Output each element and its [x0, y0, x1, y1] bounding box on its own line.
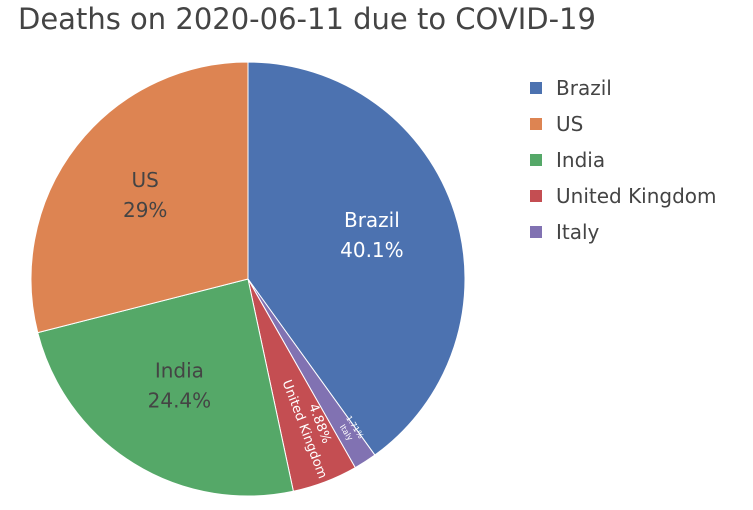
legend-label-united-kingdom: United Kingdom — [556, 184, 717, 208]
pie-slice-us[interactable] — [30, 61, 249, 334]
legend-swatch-india — [530, 154, 542, 166]
legend-swatch-united-kingdom — [530, 190, 542, 202]
legend-item-us[interactable]: US — [530, 106, 717, 142]
legend-item-united-kingdom[interactable]: United Kingdom — [530, 178, 717, 214]
legend-item-brazil[interactable]: Brazil — [530, 70, 717, 106]
slice-label-brazil: Brazil 40.1% — [340, 208, 404, 262]
legend-swatch-italy — [530, 226, 542, 238]
legend-item-india[interactable]: India — [530, 142, 717, 178]
slice-label-india: India 24.4% — [148, 359, 212, 413]
legend-label-india: India — [556, 148, 606, 172]
pie-slice-brazil[interactable] — [247, 61, 466, 456]
legend-swatch-brazil — [530, 82, 542, 94]
slice-label-name: Brazil — [344, 208, 400, 232]
legend-label-italy: Italy — [556, 220, 600, 244]
slice-label-name: India — [155, 359, 204, 383]
slice-label-percent: 29% — [123, 198, 167, 222]
slice-label-name: US — [132, 168, 159, 192]
pie-slice-india[interactable] — [37, 278, 294, 497]
legend-swatch-us — [530, 118, 542, 130]
slice-label-us: US 29% — [123, 168, 167, 222]
legend-item-italy[interactable]: Italy — [530, 214, 717, 250]
chart-title: Deaths on 2020-06-11 due to COVID-19 — [18, 2, 596, 36]
legend-label-brazil: Brazil — [556, 76, 612, 100]
legend: Brazil US India United Kingdom Italy — [530, 70, 717, 250]
legend-label-us: US — [556, 112, 584, 136]
slice-label-percent: 40.1% — [340, 238, 404, 262]
slice-label-percent: 24.4% — [148, 389, 212, 413]
